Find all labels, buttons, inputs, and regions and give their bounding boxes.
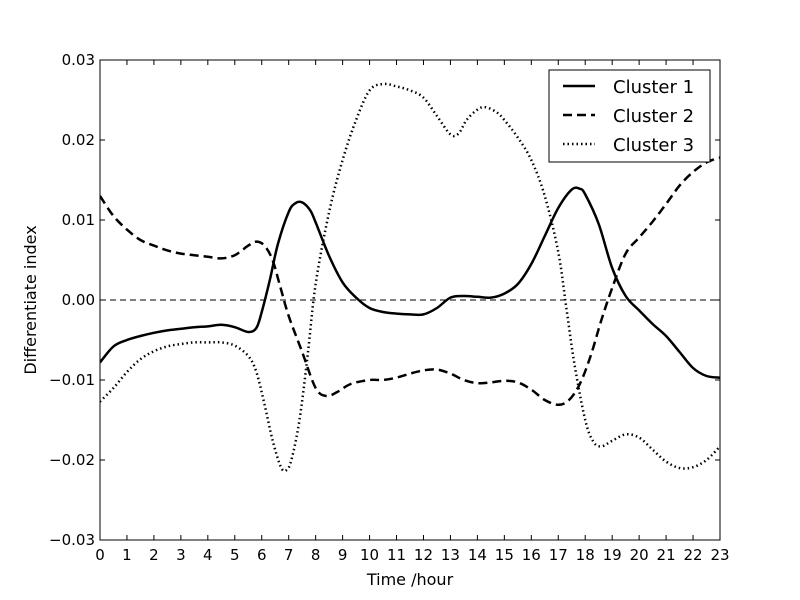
x-tick-label: 5 [230, 546, 240, 564]
x-tick-label: 4 [203, 546, 213, 564]
x-tick-label: 17 [549, 546, 568, 564]
x-tick-label: 3 [176, 546, 186, 564]
x-tick-label: 22 [683, 546, 702, 564]
y-tick-label: 0.00 [62, 291, 95, 309]
x-tick-label: 0 [95, 546, 105, 564]
legend-label-cluster-1: Cluster 1 [613, 77, 694, 98]
series-line-cluster-2 [100, 156, 720, 407]
x-tick-label: 21 [657, 546, 676, 564]
x-tick-label: 11 [387, 546, 406, 564]
y-tick-label: 0.01 [62, 211, 95, 229]
x-tick-label: 2 [149, 546, 159, 564]
y-tick-label: −0.02 [49, 451, 95, 469]
x-tick-label: 16 [522, 546, 541, 564]
y-tick-label: 0.02 [62, 131, 95, 149]
x-tick-label: 19 [603, 546, 622, 564]
y-axis-label: Differentiate index [21, 225, 40, 374]
legend: Cluster 1 Cluster 2 Cluster 3 [548, 69, 711, 163]
x-tick-label: 6 [257, 546, 267, 564]
x-tick-label: 8 [311, 546, 321, 564]
x-tick-label: 12 [414, 546, 433, 564]
y-tick-label: 0.03 [62, 51, 95, 69]
x-tick-label: 18 [576, 546, 595, 564]
x-tick-label: 20 [630, 546, 649, 564]
y-tick-label: −0.01 [49, 371, 95, 389]
y-tick-label: −0.03 [49, 531, 95, 549]
series-line-cluster-1 [100, 186, 720, 379]
x-tick-label: 15 [495, 546, 514, 564]
legend-label-cluster-2: Cluster 2 [613, 106, 694, 127]
x-tick-label: 14 [468, 546, 487, 564]
x-tick-label: 7 [284, 546, 294, 564]
plot-frame [99, 59, 721, 541]
x-tick-label: 1 [122, 546, 132, 564]
x-tick-label: 9 [338, 546, 348, 564]
x-tick-label: 10 [360, 546, 379, 564]
legend-label-cluster-3: Cluster 3 [613, 135, 694, 156]
x-tick-label: 23 [710, 546, 729, 564]
x-tick-label: 13 [441, 546, 460, 564]
x-axis-label: Time /hour [366, 570, 454, 589]
